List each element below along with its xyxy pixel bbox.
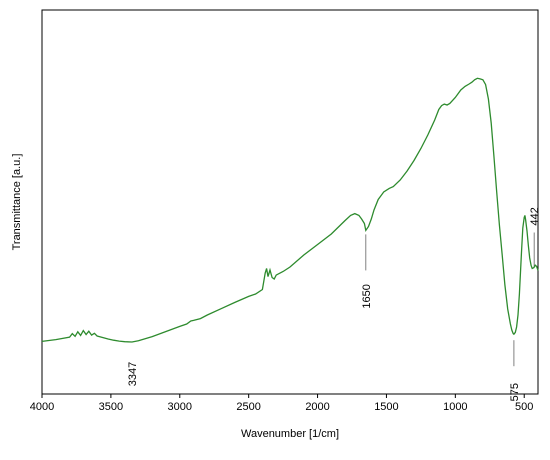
peak-annotations: 3347 1650 575 442 xyxy=(127,207,541,401)
y-axis-label: Transmittance [a.u.] xyxy=(11,154,23,251)
x-tick-label: 500 xyxy=(515,401,533,413)
x-tick-label: 2500 xyxy=(236,401,260,413)
peak-label-1650: 1650 xyxy=(361,284,373,308)
x-tick-label: 3500 xyxy=(99,401,123,413)
spectrum-line xyxy=(41,77,539,343)
x-axis-ticks: 4000 3500 3000 2500 2000 1500 1000 500 xyxy=(30,394,533,413)
plot-frame xyxy=(41,9,539,395)
x-tick-label: 3000 xyxy=(168,401,192,413)
x-axis-label: Wavenumber [1/cm] xyxy=(241,428,339,440)
peak-label-442: 442 xyxy=(529,207,541,225)
peak-label-575: 575 xyxy=(509,383,521,401)
x-tick-label: 1000 xyxy=(443,401,467,413)
x-tick-label: 2000 xyxy=(305,401,329,413)
x-tick-label: 4000 xyxy=(30,401,54,413)
x-tick-label: 1500 xyxy=(374,401,398,413)
peak-label-3347: 3347 xyxy=(127,362,139,386)
